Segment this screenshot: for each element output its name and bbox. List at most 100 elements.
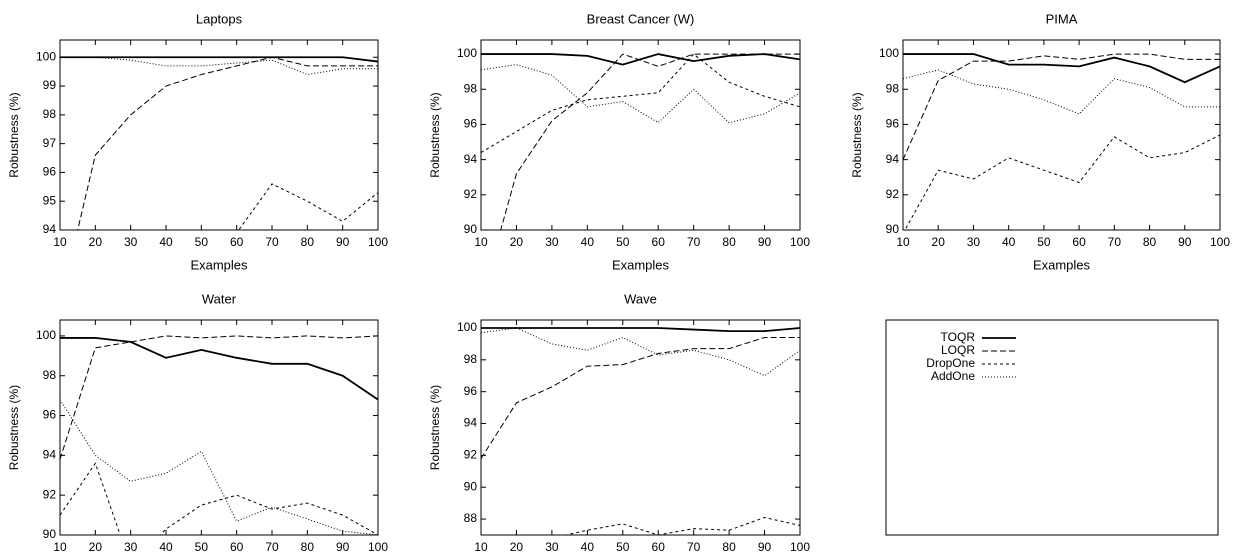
chart-panel: PIMA Examples Robustness (%) 90 92 94 96 98 100 1… bbox=[850, 11, 1230, 272]
y-tick-label: 90 bbox=[43, 527, 57, 541]
series-group bbox=[60, 56, 378, 230]
plot-frame bbox=[59, 39, 379, 231]
x-tick-label: 10 bbox=[53, 235, 67, 249]
y-tick-label: 98 bbox=[464, 352, 478, 366]
chart-panel: WaterExamplesRobustness (%)9092949698100… bbox=[7, 291, 388, 552]
chart-panel: Breast Cancer (W) Examples Robustness (%) 9… bbox=[428, 11, 810, 272]
series-line bbox=[60, 56, 378, 63]
series-line bbox=[481, 337, 800, 459]
y-tick-label: 96 bbox=[464, 117, 478, 131]
x-tick-label: 90 bbox=[758, 235, 772, 249]
x-tick-label: 50 bbox=[195, 235, 209, 249]
chart-panel: Laptops Examples Robustness (%) 94 95 96 97 98 9… bbox=[7, 11, 388, 272]
x-tick-label: 90 bbox=[1178, 235, 1192, 249]
y-tick-label: 95 bbox=[43, 193, 57, 207]
x-tick-label: 20 bbox=[932, 235, 946, 249]
y-tick-label: 99 bbox=[43, 78, 57, 92]
x-tick-label: 30 bbox=[545, 235, 559, 249]
series-line bbox=[481, 516, 800, 535]
x-tick-label: 80 bbox=[722, 235, 736, 249]
series-line bbox=[903, 69, 1220, 115]
y-tick-label: 98 bbox=[886, 81, 900, 95]
x-tick-label: 20 bbox=[510, 540, 524, 552]
series-line bbox=[904, 134, 1220, 230]
x-tick-label: 100 bbox=[790, 540, 810, 552]
y-tick-label: 100 bbox=[457, 46, 477, 60]
y-tick-label: 94 bbox=[43, 448, 57, 462]
x-axis-label: Examples bbox=[1033, 257, 1091, 272]
y-tick-label: 100 bbox=[879, 46, 899, 60]
y-axis-label: Robustness (%) bbox=[850, 92, 864, 177]
plot-frame bbox=[59, 319, 379, 536]
series-group bbox=[481, 327, 800, 535]
x-tick-label: 100 bbox=[368, 235, 388, 249]
legend-label: AddOne bbox=[931, 369, 975, 383]
x-tick-label: 20 bbox=[89, 540, 103, 552]
x-tick-label: 40 bbox=[159, 235, 173, 249]
series-line bbox=[60, 337, 378, 401]
series-line bbox=[481, 64, 800, 124]
x-tick-label: 60 bbox=[1072, 235, 1086, 249]
series-line bbox=[238, 183, 378, 230]
y-tick-label: 94 bbox=[886, 152, 900, 166]
x-tick-label: 10 bbox=[474, 540, 488, 552]
y-tick-label: 96 bbox=[886, 117, 900, 131]
chart-title: Laptops bbox=[196, 11, 243, 26]
x-tick-label: 40 bbox=[159, 540, 173, 552]
y-tick-label: 96 bbox=[43, 408, 57, 422]
x-tick-label: 30 bbox=[124, 540, 138, 552]
series-line bbox=[500, 53, 800, 230]
x-tick-label: 90 bbox=[336, 235, 350, 249]
x-tick-label: 70 bbox=[687, 540, 701, 552]
x-axis-label: Examples bbox=[612, 257, 670, 272]
series-group bbox=[60, 335, 378, 535]
x-tick-label: 10 bbox=[53, 540, 67, 552]
x-tick-label: 80 bbox=[301, 540, 315, 552]
y-tick-label: 90 bbox=[464, 222, 478, 236]
y-tick-label: 98 bbox=[43, 107, 57, 121]
x-tick-label: 90 bbox=[758, 540, 772, 552]
series-line bbox=[481, 53, 800, 154]
chart-title: PIMA bbox=[1046, 11, 1078, 26]
x-tick-label: 40 bbox=[581, 540, 595, 552]
series-group bbox=[903, 53, 1220, 230]
series-line bbox=[60, 399, 378, 535]
y-tick-label: 94 bbox=[464, 416, 478, 430]
x-tick-label: 10 bbox=[474, 235, 488, 249]
y-tick-label: 94 bbox=[43, 222, 57, 236]
x-tick-label: 100 bbox=[1210, 235, 1230, 249]
plot-frame bbox=[902, 39, 1221, 231]
x-tick-label: 30 bbox=[967, 235, 981, 249]
chart-title: Water bbox=[202, 291, 237, 306]
plot-frame bbox=[480, 319, 801, 536]
y-axis-label: Robustness (%) bbox=[428, 92, 442, 177]
y-tick-label: 90 bbox=[464, 479, 478, 493]
x-tick-label: 70 bbox=[687, 235, 701, 249]
y-axis-label: Robustness (%) bbox=[428, 385, 442, 470]
y-tick-label: 90 bbox=[886, 222, 900, 236]
x-tick-label: 50 bbox=[195, 540, 209, 552]
y-tick-label: 92 bbox=[886, 187, 900, 201]
y-tick-label: 100 bbox=[36, 328, 56, 342]
x-tick-label: 60 bbox=[230, 235, 244, 249]
x-tick-label: 50 bbox=[1037, 235, 1051, 249]
x-tick-label: 90 bbox=[336, 540, 350, 552]
chart-title: Wave bbox=[624, 291, 657, 306]
chart-title: Breast Cancer (W) bbox=[587, 11, 695, 26]
y-tick-label: 88 bbox=[464, 511, 478, 525]
series-line bbox=[77, 56, 378, 230]
series-line bbox=[60, 335, 378, 460]
y-tick-label: 96 bbox=[43, 165, 57, 179]
legend-label: LOQR bbox=[941, 343, 975, 357]
x-tick-label: 60 bbox=[230, 540, 244, 552]
series-line bbox=[903, 53, 1220, 84]
y-tick-label: 98 bbox=[464, 81, 478, 95]
y-tick-label: 97 bbox=[43, 136, 57, 150]
y-tick-label: 100 bbox=[36, 49, 56, 63]
x-tick-label: 70 bbox=[265, 540, 279, 552]
legend-label: DropOne bbox=[926, 356, 975, 370]
series-group bbox=[481, 53, 800, 230]
x-tick-label: 70 bbox=[265, 235, 279, 249]
series-line bbox=[481, 327, 800, 377]
